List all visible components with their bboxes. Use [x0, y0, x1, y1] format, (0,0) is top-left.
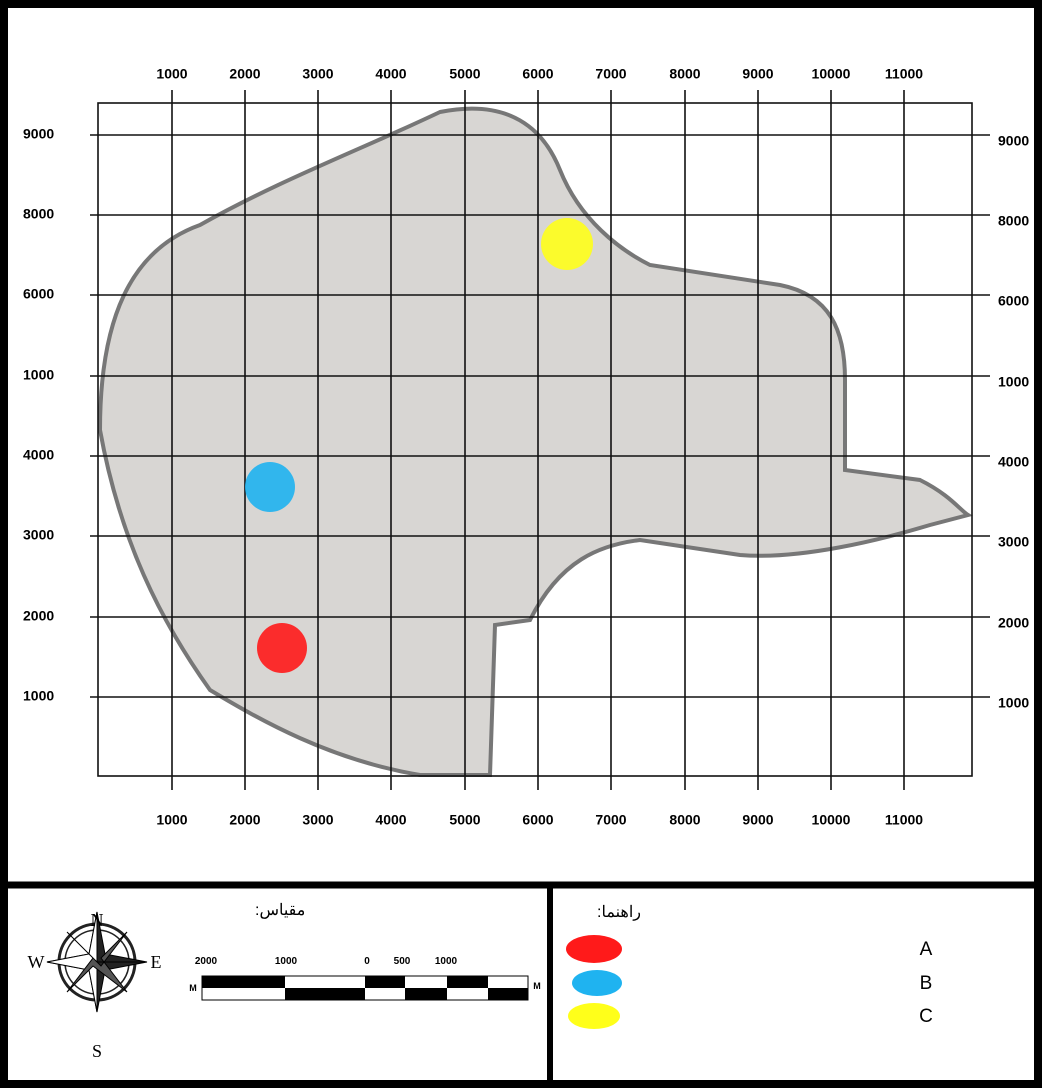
left-label: 4000 [23, 447, 54, 463]
bottom-label: 8000 [669, 812, 700, 828]
compass-e: E [151, 952, 162, 972]
left-label: 1000 [23, 367, 54, 383]
scale-bar [201, 975, 529, 1001]
compass-n: N [91, 910, 104, 930]
left-label: 6000 [23, 286, 54, 302]
top-label: 11000 [885, 66, 923, 82]
right-label: 6000 [998, 293, 1029, 309]
scale-label: 500 [394, 956, 411, 967]
top-label: 6000 [522, 66, 553, 82]
left-label: 3000 [23, 527, 54, 543]
top-label: 9000 [742, 66, 773, 82]
right-label: 3000 [998, 534, 1029, 550]
grid [90, 90, 990, 790]
left-label: 1000 [23, 688, 54, 704]
legend-swatch [568, 1003, 620, 1029]
left-label: 9000 [23, 126, 54, 142]
bottom-label: 5000 [449, 812, 480, 828]
top-label: 7000 [595, 66, 626, 82]
scale-unit: M [533, 981, 541, 991]
right-label: 1000 [998, 374, 1029, 390]
top-label: 10000 [812, 66, 851, 82]
scale-label: 2000 [195, 956, 218, 967]
compass-w: W [28, 952, 45, 972]
right-label: 1000 [998, 695, 1029, 711]
legend-swatch [566, 935, 622, 963]
right-label: 9000 [998, 133, 1029, 149]
bottom-label: 3000 [302, 812, 333, 828]
bottom-label: 1000 [156, 812, 187, 828]
city-map [97, 106, 973, 777]
bottom-label: 4000 [375, 812, 406, 828]
compass-s: S [92, 1041, 102, 1061]
grid-frame [97, 102, 973, 777]
scale-title: مقیاس: [255, 902, 305, 919]
bottom-label: 11000 [885, 812, 923, 828]
legend-label: B [920, 973, 933, 994]
legend-label: C [919, 1006, 933, 1027]
scale-label: 1000 [275, 956, 298, 967]
top-label: 3000 [302, 66, 333, 82]
legend-title: راهنما: [597, 904, 641, 921]
marker-b [245, 462, 295, 512]
right-label: 2000 [998, 615, 1029, 631]
top-label: 8000 [669, 66, 700, 82]
left-label: 2000 [23, 608, 54, 624]
scale-label: 0 [364, 956, 370, 967]
top-label: 2000 [229, 66, 260, 82]
marker-a [257, 623, 307, 673]
scale-label: 1000 [435, 956, 458, 967]
top-label: 4000 [375, 66, 406, 82]
right-label: 8000 [998, 213, 1029, 229]
bottom-label: 10000 [812, 812, 851, 828]
legend-label: A [920, 939, 933, 960]
legend-swatch [572, 970, 622, 996]
bottom-label: 7000 [595, 812, 626, 828]
compass [46, 911, 148, 1013]
right-label: 4000 [998, 454, 1029, 470]
scale-unit: M [189, 983, 197, 993]
left-label: 8000 [23, 206, 54, 222]
bottom-label: 6000 [522, 812, 553, 828]
top-label: 5000 [449, 66, 480, 82]
marker-c [541, 218, 593, 270]
bottom-label: 2000 [229, 812, 260, 828]
bottom-label: 9000 [742, 812, 773, 828]
top-label: 1000 [156, 66, 187, 82]
